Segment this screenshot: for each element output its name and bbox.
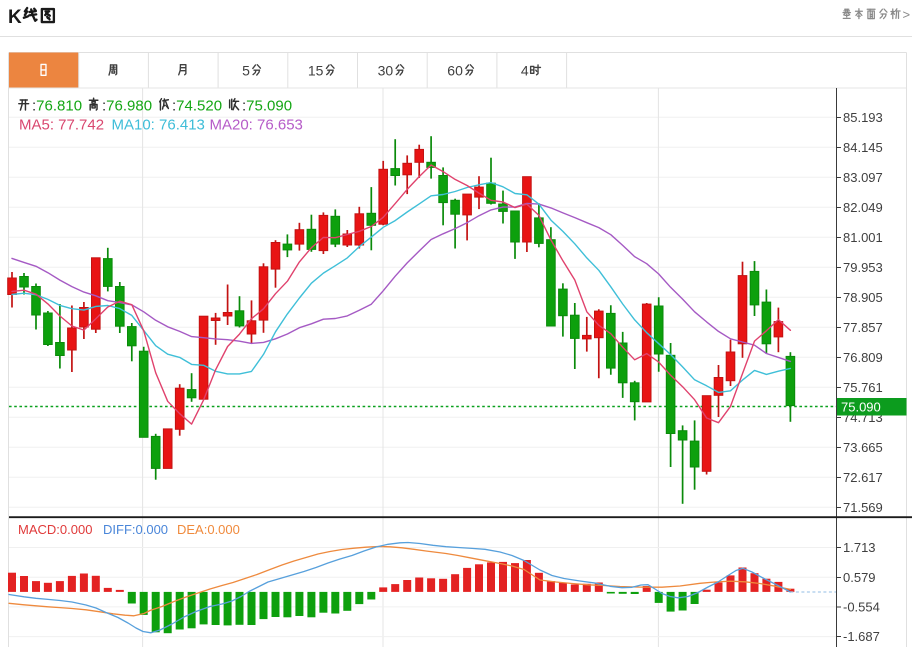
svg-text:77.857: 77.857 — [843, 320, 883, 335]
svg-text:5: 5 — [242, 63, 250, 79]
svg-text:60: 60 — [447, 63, 463, 79]
svg-text:76.809: 76.809 — [843, 350, 883, 365]
svg-text::76.980: :76.980 — [102, 98, 152, 115]
svg-text:1.713: 1.713 — [843, 540, 876, 555]
svg-text:78.905: 78.905 — [843, 290, 883, 305]
svg-text:30: 30 — [378, 63, 394, 79]
svg-text:15: 15 — [308, 63, 324, 79]
svg-text:81.001: 81.001 — [843, 230, 883, 245]
svg-text:82.049: 82.049 — [843, 200, 883, 215]
svg-text:MA5: 77.742: MA5: 77.742 — [19, 117, 104, 134]
svg-text:-0.554: -0.554 — [843, 599, 880, 614]
svg-text::75.090: :75.090 — [242, 98, 292, 115]
svg-text:DIFF:0.000: DIFF:0.000 — [103, 522, 168, 537]
svg-text:MA20: 76.653: MA20: 76.653 — [210, 117, 303, 134]
svg-text:4: 4 — [521, 63, 529, 79]
svg-text:83.097: 83.097 — [843, 170, 883, 185]
svg-text:85.193: 85.193 — [843, 110, 883, 125]
svg-text:>: > — [903, 7, 911, 22]
svg-text:72.617: 72.617 — [843, 470, 883, 485]
svg-text:K: K — [8, 7, 22, 28]
svg-text:-1.687: -1.687 — [843, 629, 880, 644]
svg-text::74.520: :74.520 — [172, 98, 222, 115]
svg-text:MACD:0.000: MACD:0.000 — [18, 522, 92, 537]
svg-text:75.090: 75.090 — [841, 400, 881, 415]
svg-text::76.810: :76.810 — [32, 98, 82, 115]
svg-text:84.145: 84.145 — [843, 140, 883, 155]
svg-text:75.761: 75.761 — [843, 380, 883, 395]
svg-text:71.569: 71.569 — [843, 500, 883, 515]
svg-text:73.665: 73.665 — [843, 440, 883, 455]
svg-text:79.953: 79.953 — [843, 260, 883, 275]
svg-text:MA10: 76.413: MA10: 76.413 — [112, 117, 205, 134]
svg-text:DEA:0.000: DEA:0.000 — [177, 522, 240, 537]
svg-text:0.579: 0.579 — [843, 570, 876, 585]
